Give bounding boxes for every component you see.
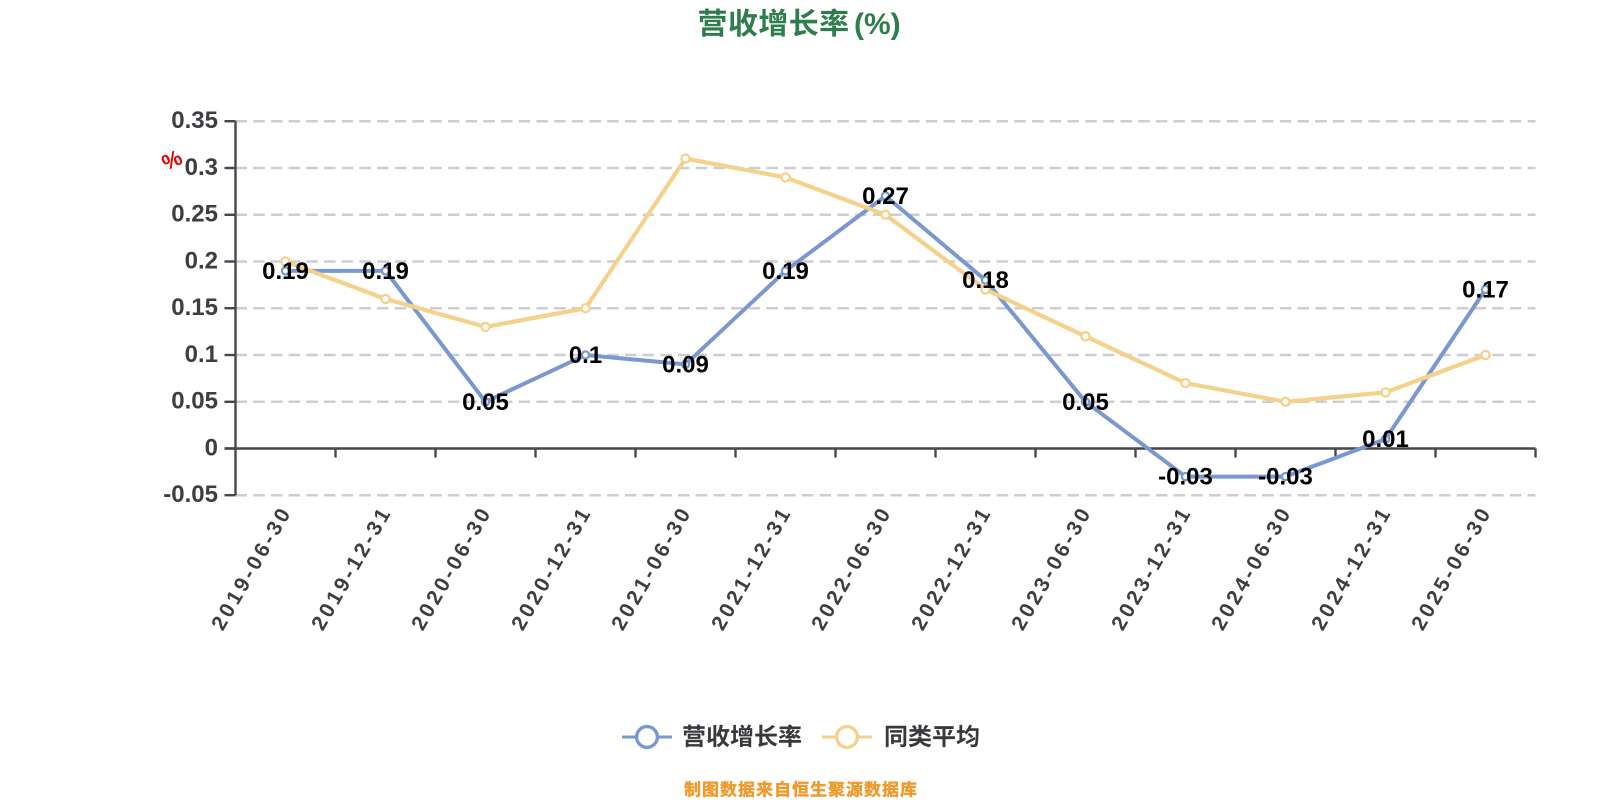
- svg-text:0.18: 0.18: [962, 267, 1009, 294]
- svg-text:0.01: 0.01: [1362, 426, 1409, 453]
- svg-text:0.09: 0.09: [662, 351, 709, 378]
- svg-text:0.35: 0.35: [171, 107, 218, 134]
- svg-text:-0.05: -0.05: [163, 481, 218, 508]
- svg-text:0.05: 0.05: [1062, 389, 1109, 416]
- svg-text:-0.03: -0.03: [1258, 464, 1313, 491]
- svg-text:0.19: 0.19: [262, 258, 309, 285]
- svg-text:0.15: 0.15: [171, 294, 218, 321]
- svg-text:0.19: 0.19: [362, 258, 409, 285]
- svg-text:0.25: 0.25: [171, 201, 218, 228]
- svg-text:-0.03: -0.03: [1158, 464, 1213, 491]
- svg-text:0.1: 0.1: [569, 342, 602, 369]
- svg-text:0.1: 0.1: [185, 341, 218, 368]
- svg-text:0.3: 0.3: [185, 154, 218, 181]
- svg-text:0.27: 0.27: [862, 183, 909, 210]
- svg-text:0.05: 0.05: [462, 389, 509, 416]
- svg-text:(%): (%): [854, 8, 901, 41]
- svg-text:0: 0: [205, 434, 218, 461]
- svg-text:0.17: 0.17: [1462, 277, 1509, 304]
- svg-text:0.2: 0.2: [185, 247, 218, 274]
- svg-text:0.19: 0.19: [762, 258, 809, 285]
- svg-text:0.05: 0.05: [171, 388, 218, 415]
